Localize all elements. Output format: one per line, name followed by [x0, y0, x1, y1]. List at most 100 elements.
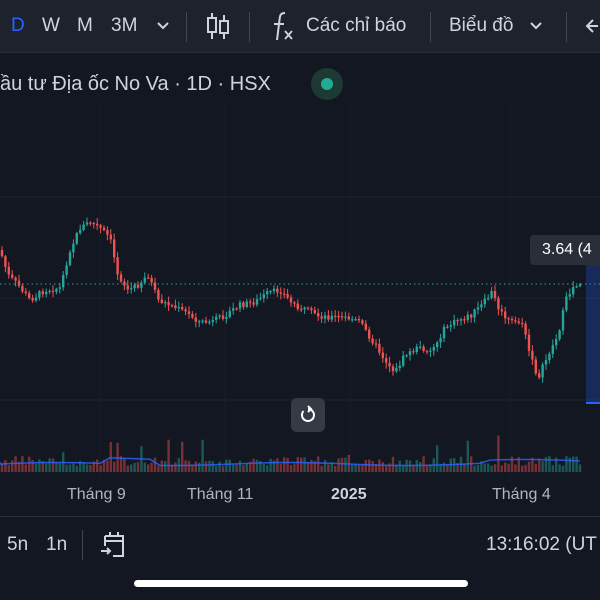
toolbar-divider	[430, 12, 431, 42]
candles-button[interactable]	[205, 0, 233, 52]
candle-body	[378, 343, 381, 353]
candle-body	[555, 339, 558, 346]
chart-type-button[interactable]: Biểu đồ	[449, 0, 549, 52]
candle-body	[524, 323, 527, 335]
volume-bar	[7, 465, 10, 472]
candle-body	[123, 281, 126, 286]
candle-body	[252, 302, 255, 305]
volume-bar	[235, 464, 238, 472]
price-chart[interactable]	[0, 102, 600, 482]
interval-m-button[interactable]: M	[77, 15, 93, 36]
range-5n-button[interactable]: 5n	[7, 534, 29, 555]
x-axis-label: 2025	[331, 486, 367, 503]
candle-body	[21, 285, 24, 292]
candle-body	[517, 321, 520, 323]
volume-bar	[374, 464, 378, 472]
volume-bar	[504, 462, 507, 472]
goto-date-button[interactable]	[100, 517, 128, 573]
chevron-down-icon	[157, 22, 169, 30]
volume-bar	[123, 458, 126, 472]
clock-timezone[interactable]: 13:16:02 (UT	[486, 534, 597, 555]
range-1n-button[interactable]: 1n	[46, 534, 68, 555]
candle-body	[157, 289, 160, 300]
volume-bar	[521, 465, 524, 472]
candlestick-icon	[207, 13, 229, 39]
candle-body	[68, 252, 72, 266]
volume-bar	[262, 463, 265, 472]
interval-dropdown-button[interactable]	[156, 0, 174, 52]
volume-bar	[439, 464, 442, 472]
candle-body	[177, 307, 180, 309]
candle-body	[439, 338, 442, 343]
volume-bar	[99, 465, 102, 472]
candle-body	[174, 305, 177, 309]
volume-bar	[419, 461, 422, 472]
candle-body	[225, 317, 228, 319]
volume-bar	[79, 461, 82, 472]
candle-body	[238, 302, 242, 309]
volume-bar	[514, 464, 517, 472]
volume-bar	[317, 456, 320, 472]
volume-bar	[238, 460, 242, 472]
candle-body	[432, 347, 435, 351]
volume-bar	[157, 465, 160, 472]
candle-body	[4, 256, 7, 267]
candle-body	[215, 316, 218, 320]
volume-bar	[385, 465, 388, 472]
candle-body	[235, 308, 238, 310]
candle-body	[398, 365, 401, 368]
candle-body	[96, 223, 99, 226]
candle-body	[405, 355, 408, 357]
volume-bar	[191, 464, 194, 472]
volume-bar	[279, 463, 282, 472]
volume-bar	[130, 464, 133, 472]
candle-body	[364, 323, 367, 330]
volume-bar	[167, 439, 170, 472]
candle-body	[276, 288, 279, 293]
candle-body	[24, 291, 27, 294]
candle-body	[493, 291, 497, 299]
candle-body	[497, 298, 500, 310]
symbol-legend[interactable]: ầu tư Địa ốc No Va · 1D · HSX	[0, 73, 271, 95]
candle-body	[113, 239, 116, 258]
candle-body	[357, 319, 361, 321]
interval-3m-button[interactable]: 3M	[111, 15, 138, 36]
candle-body	[323, 315, 327, 319]
candle-body	[28, 293, 31, 299]
reset-chart-button[interactable]	[291, 398, 325, 432]
candle-body	[388, 362, 391, 367]
candle-body	[262, 294, 265, 299]
candle-body	[480, 304, 483, 308]
candle-body	[201, 320, 204, 322]
market-status-indicator[interactable]	[311, 68, 343, 100]
volume-bar	[68, 464, 72, 472]
volume-bar	[0, 463, 4, 472]
interval-w-button[interactable]: W	[42, 15, 60, 36]
candle-body	[306, 307, 310, 309]
volume-bar	[204, 461, 208, 472]
indicators-button[interactable]: Các chỉ báo	[270, 0, 420, 52]
volume-bar	[276, 458, 279, 472]
candle-body	[408, 351, 412, 356]
back-button[interactable]	[582, 0, 600, 52]
candle-body	[330, 315, 333, 320]
market-open-dot	[321, 78, 333, 90]
reset-icon	[300, 405, 315, 422]
candle-body	[92, 222, 95, 225]
candle-body	[374, 343, 378, 345]
volume-bar	[497, 435, 500, 472]
volume-bar	[92, 461, 95, 472]
volume-bar	[17, 461, 21, 472]
candle-body	[334, 315, 337, 317]
volume-bar	[21, 456, 24, 472]
volume-bar	[425, 464, 429, 472]
volume-bar	[429, 464, 432, 472]
volume-bar	[510, 456, 514, 472]
volume-bar	[65, 464, 68, 472]
volume-bar	[41, 461, 44, 472]
candle-body	[255, 299, 259, 305]
candle-body	[527, 334, 531, 351]
candle-body	[14, 277, 17, 281]
volume-bar	[436, 445, 439, 472]
interval-d-button[interactable]: D	[11, 15, 25, 36]
